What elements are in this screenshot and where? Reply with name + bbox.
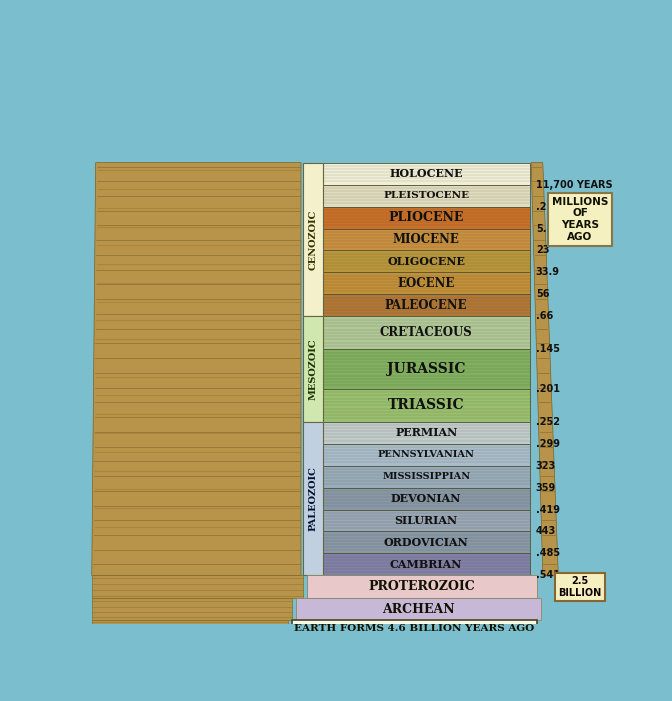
Text: PENNSYLVANIAN: PENNSYLVANIAN	[378, 450, 474, 459]
Bar	[302, 422, 323, 576]
Polygon shape	[531, 163, 558, 576]
Bar	[323, 444, 530, 465]
Bar	[92, 576, 303, 599]
Text: PROTEROZOIC: PROTEROZOIC	[369, 580, 476, 594]
Text: EARTH FORMS 4.6 BILLION YEARS AGO: EARTH FORMS 4.6 BILLION YEARS AGO	[294, 624, 535, 633]
Text: .201: .201	[536, 383, 560, 394]
Text: 23: 23	[536, 245, 549, 255]
Text: MIOCENE: MIOCENE	[392, 233, 460, 246]
Text: 11,700 YEARS: 11,700 YEARS	[536, 179, 612, 189]
Bar	[296, 599, 541, 620]
Text: SILURIAN: SILURIAN	[394, 515, 458, 526]
Text: TRIASSIC: TRIASSIC	[388, 398, 464, 412]
Text: ARCHEAN: ARCHEAN	[382, 603, 455, 615]
Bar	[323, 465, 530, 488]
Text: .485: .485	[536, 548, 560, 559]
Text: PLIOCENE: PLIOCENE	[388, 211, 464, 224]
Text: EOCENE: EOCENE	[397, 277, 455, 290]
Text: HOLOCENE: HOLOCENE	[389, 168, 463, 179]
Bar	[302, 163, 323, 316]
Text: ORDOVICIAN: ORDOVICIAN	[384, 537, 468, 548]
Bar	[323, 531, 530, 553]
Bar	[323, 488, 530, 510]
Text: .252: .252	[536, 416, 560, 427]
Text: PALEOZOIC: PALEOZOIC	[308, 466, 317, 531]
Text: PERMIAN: PERMIAN	[395, 427, 457, 438]
Bar	[323, 294, 530, 316]
Text: CENOZOIC: CENOZOIC	[308, 210, 317, 270]
Text: .299: .299	[536, 439, 560, 449]
Text: 33.9: 33.9	[536, 267, 560, 278]
Text: .26: .26	[536, 202, 553, 212]
Bar	[323, 553, 530, 576]
Bar	[323, 273, 530, 294]
Text: 359: 359	[536, 482, 556, 493]
Text: .419: .419	[536, 505, 560, 515]
Bar	[323, 163, 530, 184]
Bar	[302, 316, 323, 422]
Text: 5.3: 5.3	[536, 224, 553, 233]
Bar	[323, 389, 530, 422]
Text: PALEOCENE: PALEOCENE	[385, 299, 468, 312]
Bar	[323, 422, 530, 444]
Bar	[323, 250, 530, 273]
Bar	[323, 510, 530, 531]
Polygon shape	[92, 163, 301, 576]
Bar	[323, 229, 530, 250]
Text: 443: 443	[536, 526, 556, 536]
Bar	[323, 349, 530, 389]
Bar	[92, 620, 288, 637]
Text: MILLIONS
OF
YEARS
AGO: MILLIONS OF YEARS AGO	[552, 197, 608, 242]
Text: DEVONIAN: DEVONIAN	[391, 493, 462, 504]
Bar	[323, 207, 530, 229]
Text: .66: .66	[536, 311, 553, 321]
Bar	[292, 620, 538, 637]
Text: PLEISTOCENE: PLEISTOCENE	[383, 191, 469, 200]
Text: MESOZOIC: MESOZOIC	[308, 338, 317, 400]
Text: CRETACEOUS: CRETACEOUS	[380, 326, 472, 339]
Bar	[92, 599, 292, 620]
Bar	[323, 184, 530, 207]
Text: JURASSIC: JURASSIC	[387, 362, 466, 376]
Bar	[323, 316, 530, 349]
Bar	[307, 576, 538, 599]
Text: 323: 323	[536, 461, 556, 470]
Text: MISSISSIPPIAN: MISSISSIPPIAN	[382, 472, 470, 481]
Text: 2.5
BILLION: 2.5 BILLION	[558, 576, 601, 598]
Text: 56: 56	[536, 290, 549, 299]
Text: CAMBRIAN: CAMBRIAN	[390, 559, 462, 570]
Text: .541: .541	[536, 571, 560, 580]
Text: .145: .145	[536, 344, 560, 354]
Text: OLIGOCENE: OLIGOCENE	[387, 256, 465, 267]
